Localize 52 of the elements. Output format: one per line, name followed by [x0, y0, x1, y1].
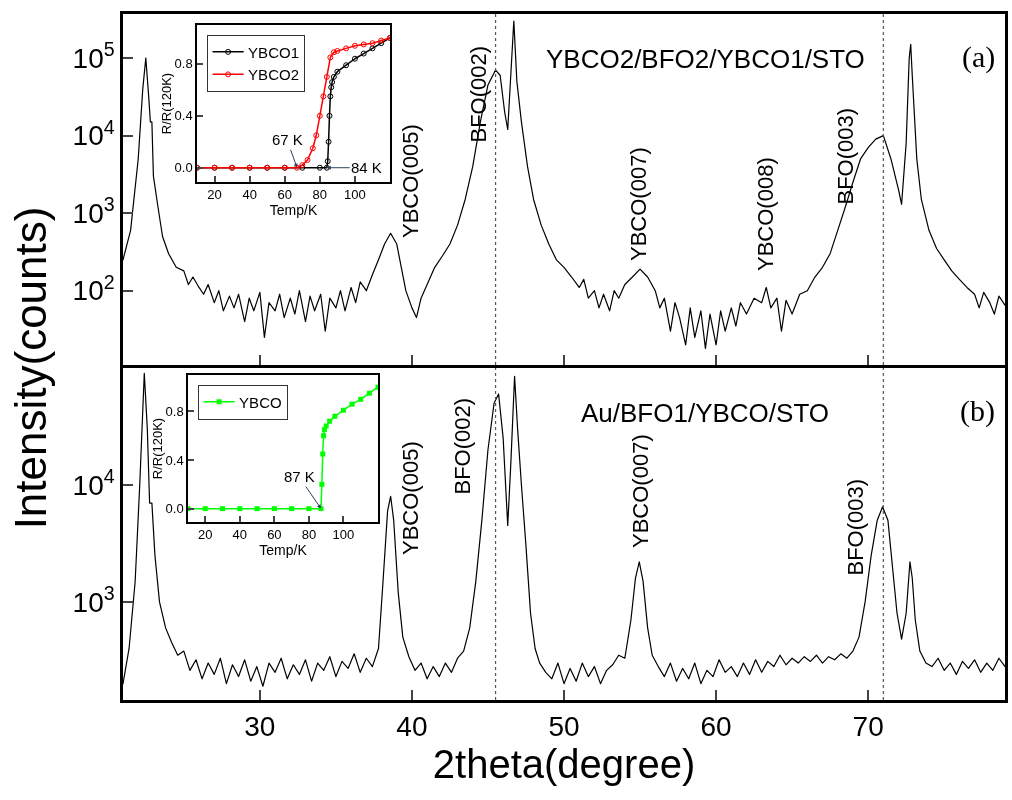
x-tick-label: 70 — [852, 711, 884, 743]
x-axis-title: 2theta(degree) — [432, 742, 696, 787]
x-tick-label: 40 — [396, 711, 428, 743]
y-tick-label: 0.0 — [174, 160, 193, 176]
annotation: BFO(002) — [449, 397, 475, 495]
annotation: YBCO(007) — [626, 147, 651, 261]
y-tick-label: 10$^{3}$ — [72, 193, 115, 229]
x-axis-title: Temp/K — [259, 542, 308, 559]
x-tick-label: 50 — [548, 711, 580, 743]
x-tick-label: 80 — [301, 527, 317, 543]
legend-label: YBCO2 — [248, 66, 299, 84]
y-tick-label: 10$^{3}$ — [72, 581, 115, 618]
x-tick-label: 40 — [242, 187, 257, 203]
annotation: 84 K — [351, 159, 382, 176]
y-axis-title: R/R(120K) — [159, 72, 175, 135]
x-axis-title: Temp/K — [269, 202, 318, 219]
y-tick-label: 10$^{2}$ — [72, 270, 115, 307]
x-tick-label: 20 — [207, 187, 222, 203]
y-axis-title: R/R(120K) — [150, 417, 166, 480]
y-tick-label: 10$^{5}$ — [72, 38, 115, 74]
y-axis-title: Intensity(counts) — [6, 206, 56, 530]
annotation: BFO(003) — [842, 478, 868, 576]
x-tick-label: 20 — [198, 527, 213, 543]
y-tick-label: 10$^{4}$ — [72, 115, 115, 152]
annotation: 87 K — [284, 468, 315, 485]
legend-label: YBCO1 — [248, 43, 299, 61]
x-tick-label: 60 — [267, 527, 282, 543]
x-tick-label: 80 — [312, 187, 328, 203]
y-tick-label: 0.4 — [174, 108, 193, 124]
x-tick-label: 60 — [277, 187, 292, 203]
x-tick-label: 40 — [232, 527, 248, 543]
annotation: YBCO(005) — [398, 441, 423, 555]
annotation: YBCO(008) — [753, 157, 778, 271]
x-tick-label: 30 — [244, 711, 276, 743]
annotation: YBCO(005) — [398, 124, 423, 238]
annotation: (b) — [960, 394, 995, 428]
y-tick-label: 0.0 — [165, 501, 184, 517]
annotation: 67 K — [272, 131, 303, 148]
annotation: (a) — [962, 40, 996, 74]
y-tick-label: 0.8 — [165, 404, 184, 419]
annotation: Au/BFO1/YBCO/STO — [581, 398, 830, 428]
annotation: YBCO2/BFO2/YBCO1/STO — [546, 44, 865, 74]
y-tick-label: 0.8 — [174, 56, 193, 72]
legend-label: YBCO — [239, 393, 282, 411]
x-tick-label: 100 — [344, 187, 366, 203]
x-tick-label: 60 — [700, 711, 732, 743]
annotation: YBCO(007) — [628, 434, 653, 548]
x-tick-label: 100 — [332, 527, 355, 543]
annotation: BFO(002) — [465, 45, 491, 143]
annotation: BFO(003) — [832, 107, 858, 205]
y-tick-label: 0.4 — [165, 452, 184, 468]
y-tick-label: 10$^{4}$ — [72, 465, 115, 501]
